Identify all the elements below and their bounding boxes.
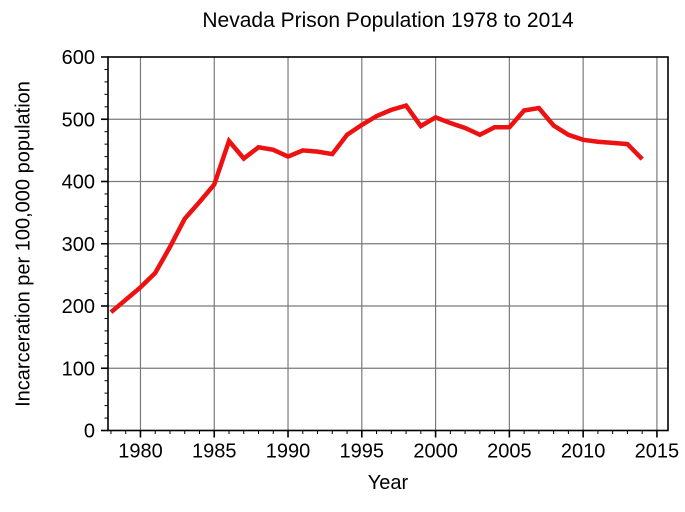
plot-frame [107,56,669,432]
y-tick-label: 300 [62,234,95,256]
y-tick-label: 600 [62,47,95,69]
y-tick-label: 200 [62,296,95,318]
x-tick-label: 1980 [118,441,163,463]
data-line [109,102,644,314]
x-tick-label: 1995 [340,441,385,463]
y-tick-label: 500 [62,109,95,131]
y-tick-label: 100 [62,358,95,380]
x-tick-label: 2000 [413,441,458,463]
y-tick-label: 0 [84,421,95,443]
y-tick-label: 400 [62,172,95,194]
x-axis-label: Year [367,472,409,494]
x-tick-label: 1990 [266,441,311,463]
x-tick-label: 2010 [561,441,606,463]
x-tick-label: 1985 [192,441,237,463]
x-tick-label: 2005 [487,441,532,463]
chart-title: Nevada Prison Population 1978 to 2014 [202,9,574,32]
x-tick-label: 2015 [635,441,680,463]
